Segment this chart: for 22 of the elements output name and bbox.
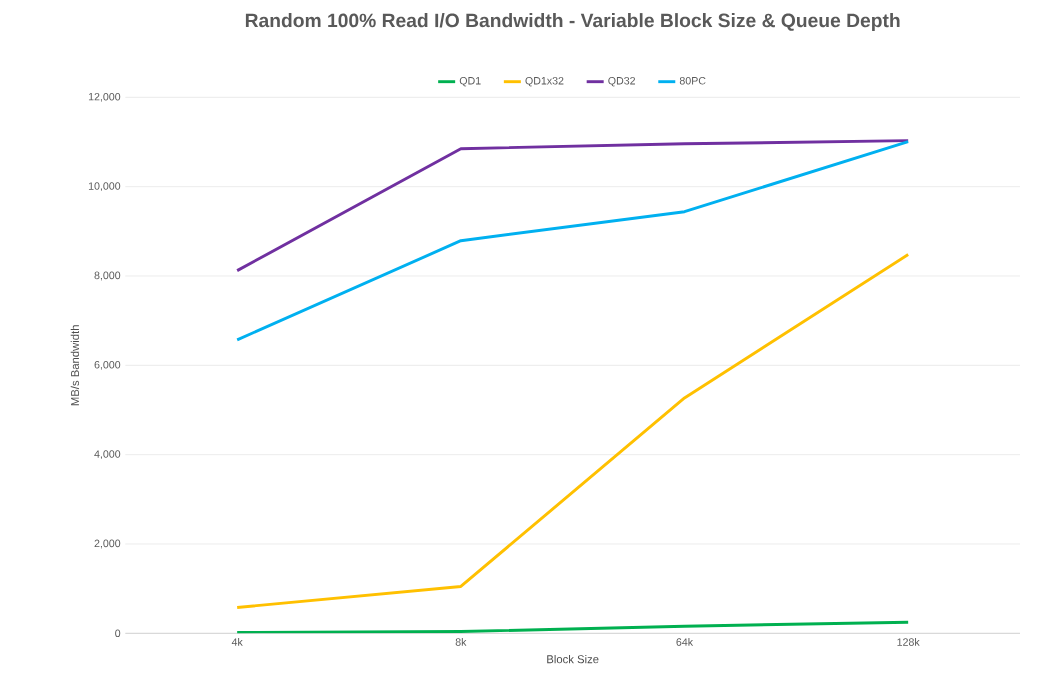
chart-title: Random 100% Read I/O Bandwidth - Variable Block Size & Queue Depth — [245, 13, 900, 32]
y-tick-label: 4,000 — [94, 450, 121, 460]
y-tick-label: 0 — [115, 629, 121, 638]
y-tick-label: 10,000 — [88, 182, 121, 192]
x-tick-label: 128k — [897, 638, 920, 646]
y-axis-title: MB/s Bandwidth — [70, 325, 80, 406]
line-series — [235, 253, 910, 609]
x-tick-label: 64k — [676, 638, 694, 646]
y-tick-label: 8,000 — [94, 271, 121, 281]
legend-label: 80PC — [679, 76, 706, 85]
legend-label: QD32 — [608, 76, 636, 87]
y-tick-label: 2,000 — [94, 539, 121, 549]
y-tick-label: 12,000 — [88, 92, 121, 102]
line-series — [235, 140, 910, 342]
line-series — [235, 139, 910, 273]
x-axis-title: Block Size — [547, 654, 599, 664]
legend-label: QD1x32 — [525, 76, 564, 87]
legend-label: QD1 — [459, 76, 481, 87]
y-tick-label: 6,000 — [94, 360, 121, 370]
x-tick-label: 8k — [455, 638, 467, 646]
line-series — [235, 620, 910, 634]
x-tick-label: 4k — [231, 638, 243, 646]
